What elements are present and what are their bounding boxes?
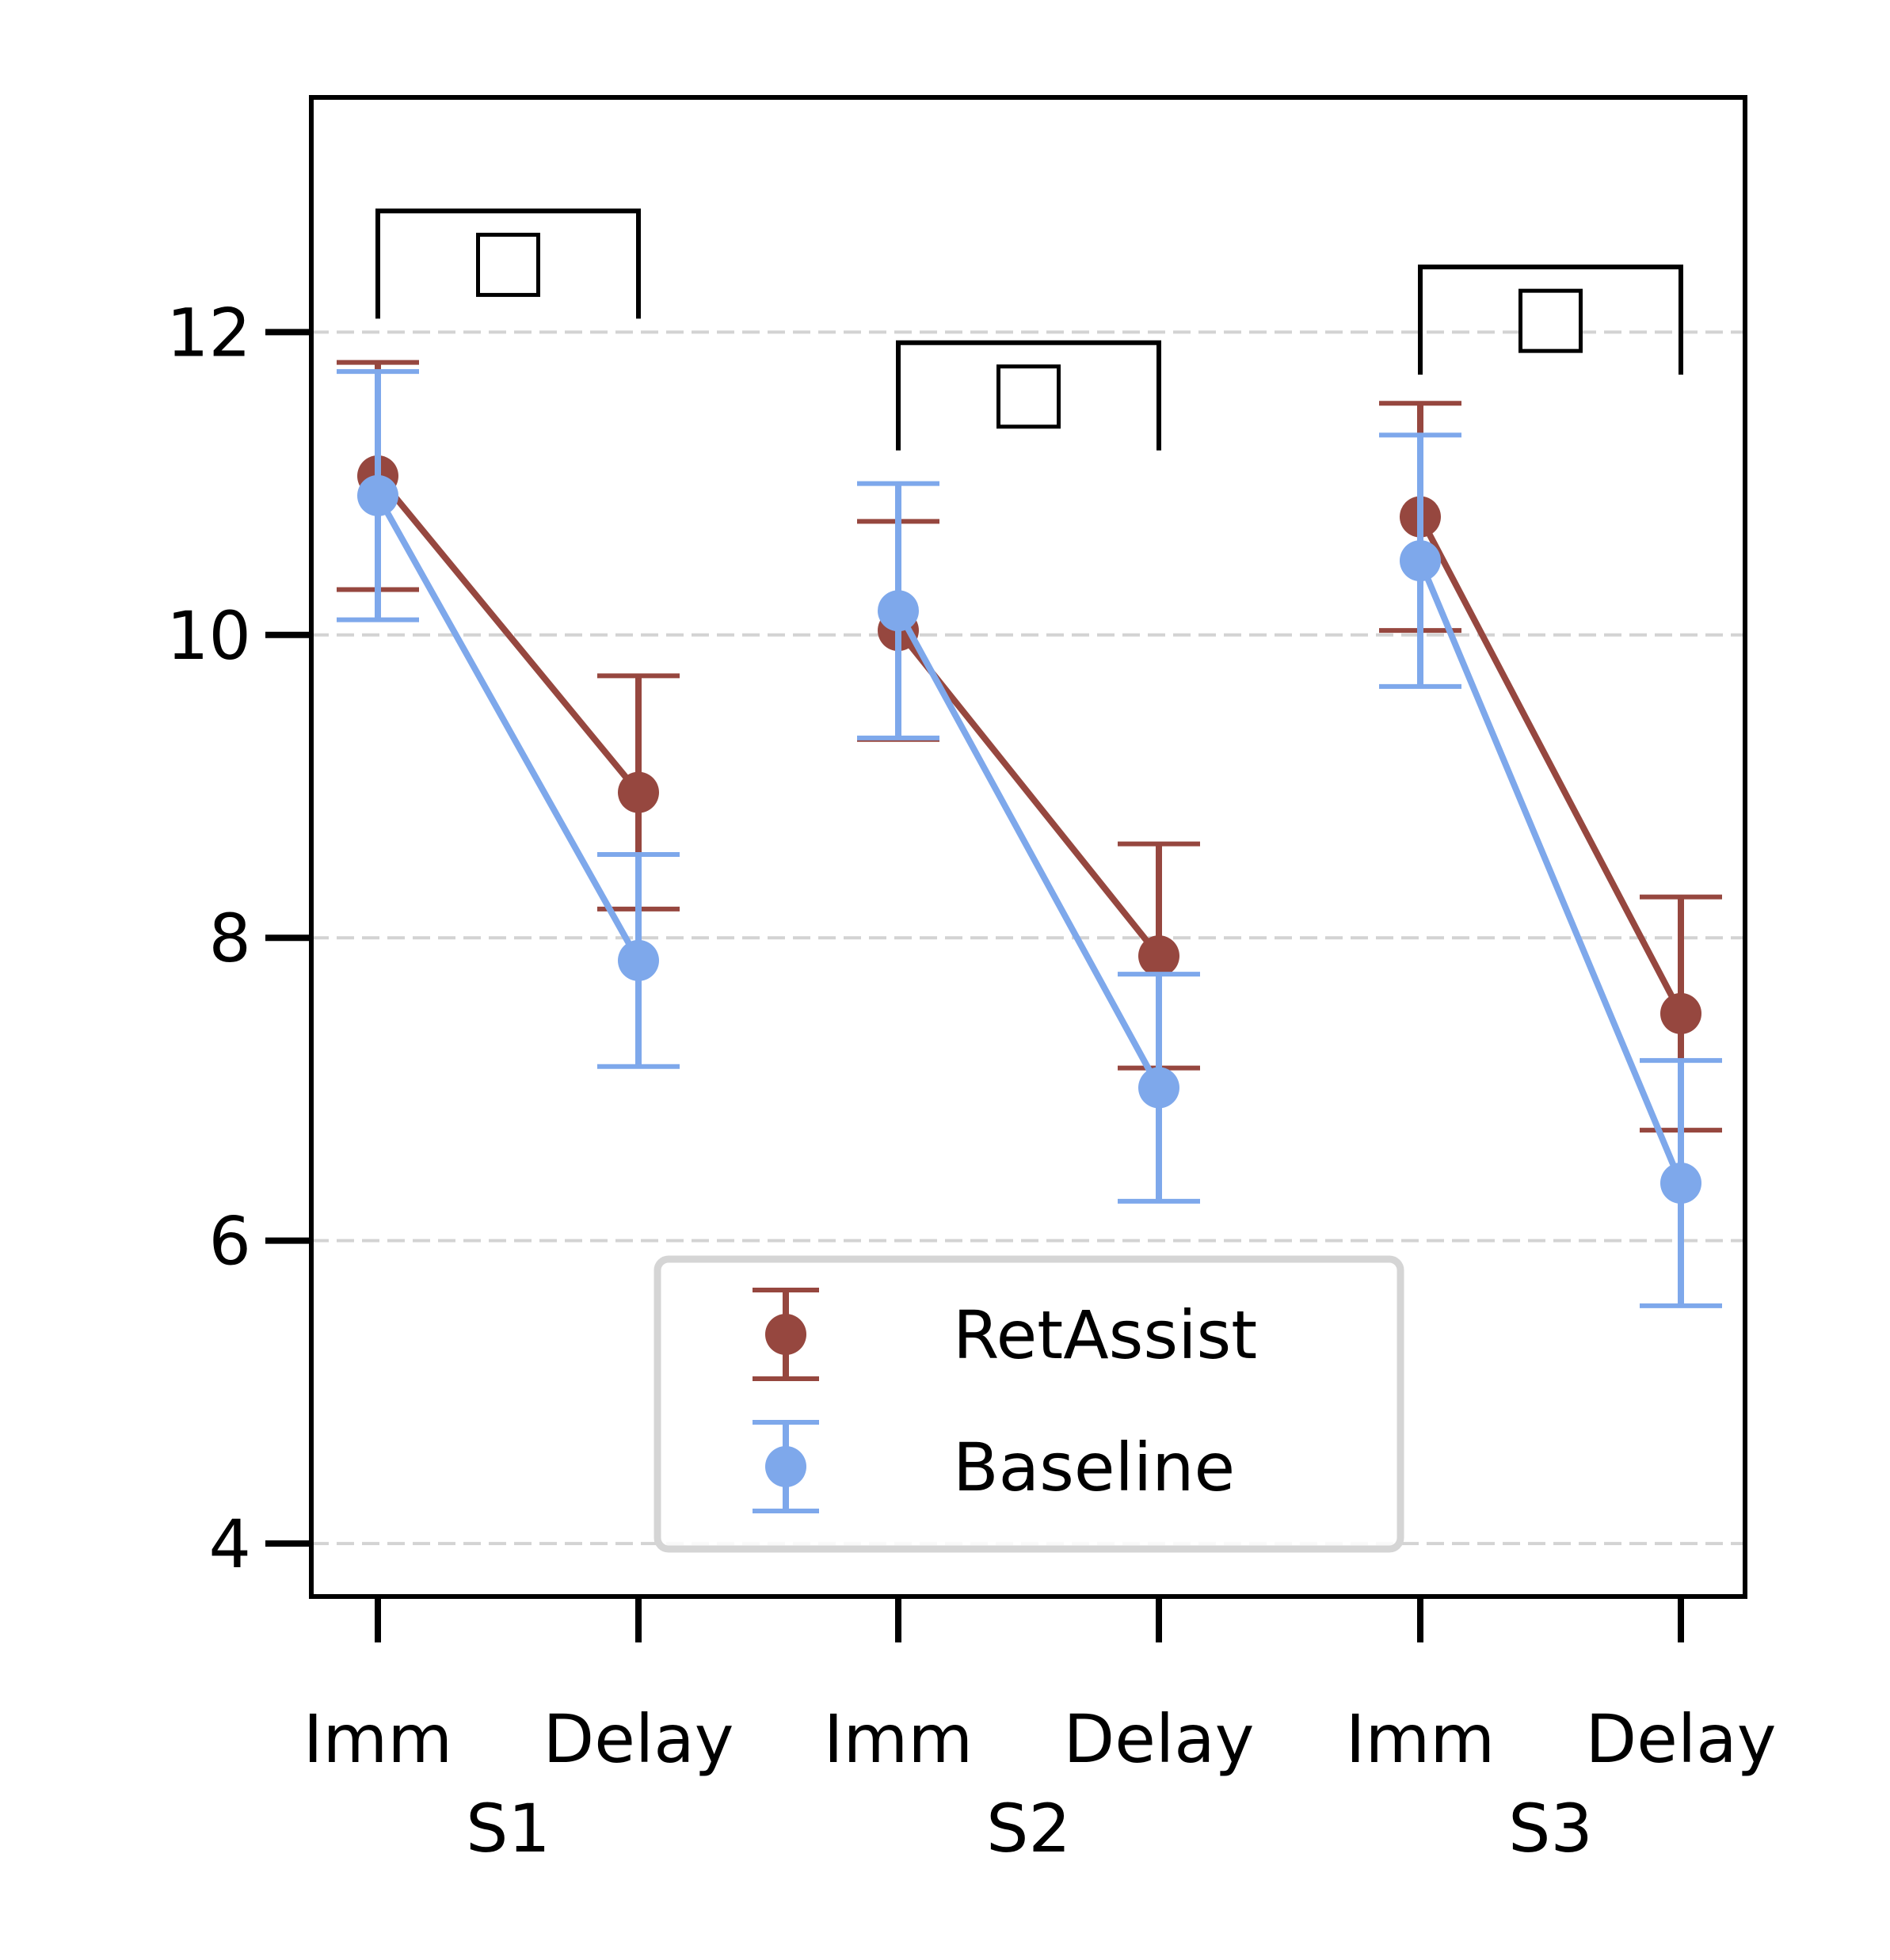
- x-tick-label-delay-1: Delay: [543, 1700, 734, 1778]
- data-point-baseline-3: [1138, 1067, 1179, 1109]
- series-layer: [337, 360, 1722, 1308]
- group-label-s2: S2: [986, 1790, 1071, 1867]
- axes: 4 6 8 10 12 Imm Delay Imm Delay Imm Delay S1 S2 S3: [166, 294, 1776, 1867]
- significance-bracket-s1: [375, 208, 641, 319]
- y-tick-label-8: 8: [209, 900, 251, 977]
- x-tick-label-imm-0: Imm: [303, 1700, 452, 1778]
- data-point-baseline-1: [618, 939, 659, 981]
- data-point-baseline-2: [878, 590, 919, 632]
- series-line-baseline-s3: [1417, 558, 1684, 1186]
- legend-frame: [653, 1255, 1404, 1553]
- series-line-retassist-s3: [1417, 513, 1684, 1017]
- group-label-s3: S3: [1508, 1790, 1593, 1867]
- significance-brackets: [375, 208, 1683, 451]
- legend-marker-baseline: [765, 1446, 806, 1487]
- x-tick-label-imm-2: Imm: [824, 1700, 973, 1778]
- legend-marker-retassist: [765, 1314, 806, 1355]
- data-point-baseline-0: [357, 474, 398, 516]
- group-label-s1: S1: [466, 1790, 551, 1867]
- significance-marker-s1: [476, 232, 540, 297]
- x-tick-label-delay-3: Delay: [1064, 1700, 1255, 1778]
- significance-bracket-s3: [1418, 265, 1683, 375]
- x-tick-label-imm-4: Imm: [1346, 1700, 1495, 1778]
- significance-marker-s2: [996, 364, 1061, 429]
- series-line-baseline-s1: [375, 492, 642, 964]
- x-tick-label-delay-5: Delay: [1586, 1700, 1777, 1778]
- data-point-retassist-1: [618, 771, 659, 813]
- legend: RetAssist Baseline: [653, 1255, 1404, 1553]
- plot-frame: [309, 95, 1747, 1599]
- data-point-retassist-5: [1660, 992, 1701, 1034]
- legend-label-retassist: RetAssist: [953, 1296, 1257, 1374]
- y-tick-label-12: 12: [166, 294, 251, 371]
- y-tick-label-4: 4: [209, 1505, 251, 1583]
- y-tick-label-6: 6: [209, 1203, 251, 1281]
- data-point-baseline-5: [1660, 1162, 1701, 1204]
- data-point-baseline-4: [1400, 540, 1441, 582]
- series-line-retassist-s1: [375, 473, 642, 796]
- significance-bracket-s2: [896, 340, 1161, 451]
- y-tick-label-10: 10: [166, 597, 251, 675]
- significance-marker-s3: [1518, 288, 1583, 353]
- data-point-retassist-3: [1138, 935, 1179, 977]
- grid-lines: [311, 330, 1745, 1546]
- series-line-baseline-s2: [895, 607, 1162, 1091]
- legend-label-baseline: Baseline: [953, 1429, 1235, 1506]
